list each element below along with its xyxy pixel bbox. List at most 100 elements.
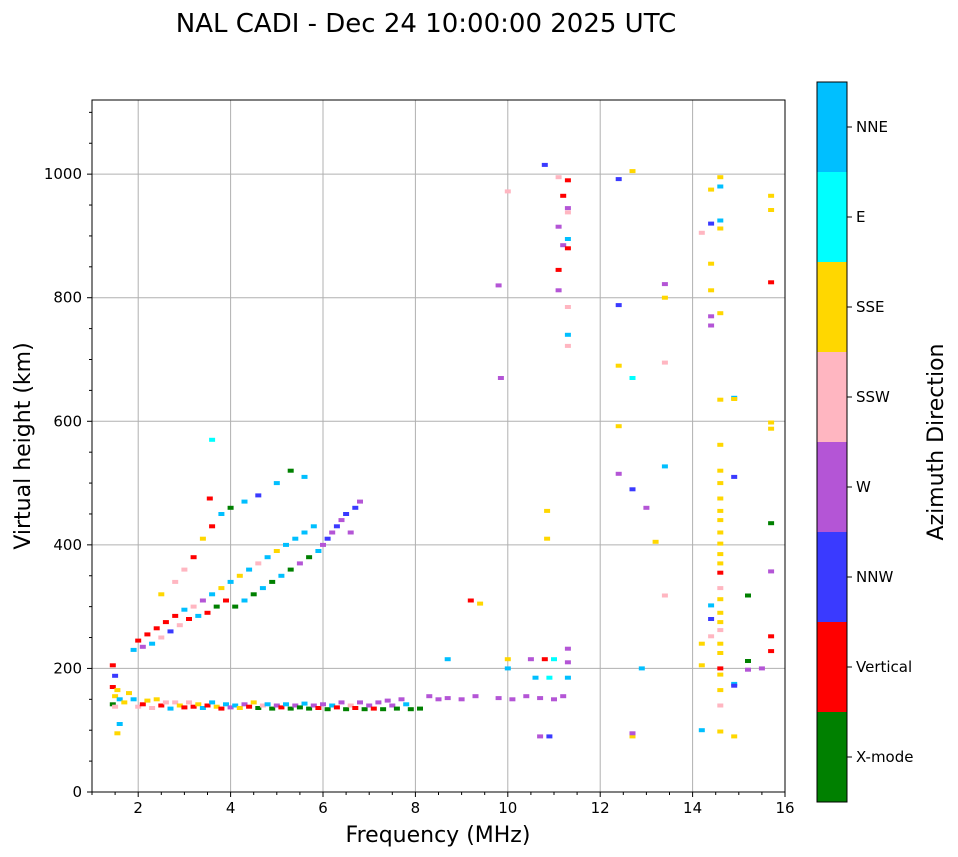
- colorbar-tick-label: W: [856, 478, 871, 496]
- data-point-nne: [116, 697, 123, 702]
- data-point-nne: [310, 524, 317, 529]
- data-point-w: [527, 657, 534, 662]
- data-point-sse: [708, 187, 715, 192]
- data-point-nnw: [343, 512, 350, 516]
- data-point-x-mode: [232, 604, 239, 609]
- data-point-nne: [403, 702, 410, 707]
- x-tick-label: 2: [133, 799, 143, 817]
- y-tick-label: 200: [53, 659, 82, 677]
- data-point-sse: [717, 620, 724, 625]
- data-point-ssw: [259, 703, 266, 708]
- data-point-vertical: [206, 496, 213, 501]
- data-point-sse: [504, 657, 511, 662]
- data-point-sse: [708, 261, 715, 266]
- data-point-nne: [301, 701, 308, 706]
- x-axis-label: Frequency (MHz): [346, 823, 531, 848]
- data-point-ssw: [717, 703, 724, 708]
- data-point-sse: [661, 295, 668, 300]
- data-point-e: [209, 437, 216, 442]
- data-point-ssw: [698, 230, 705, 235]
- data-point-x-mode: [380, 707, 387, 712]
- data-point-nne: [264, 555, 271, 560]
- data-point-vertical: [564, 178, 571, 183]
- data-point-vertical: [246, 704, 253, 709]
- data-point-sse: [717, 641, 724, 646]
- data-point-w: [555, 288, 562, 293]
- data-point-sse: [717, 729, 724, 734]
- data-point-sse: [629, 734, 636, 739]
- data-point-nne: [278, 573, 285, 578]
- data-point-w: [426, 694, 433, 699]
- data-point-nnw: [615, 303, 622, 308]
- x-axis-ticks: 2 4 6 8 10 12 14 16: [91, 792, 795, 817]
- data-point-nne: [264, 702, 271, 707]
- data-point-w: [537, 696, 544, 701]
- data-point-vertical: [717, 666, 724, 671]
- data-point-x-mode: [287, 706, 294, 711]
- data-point-vertical: [560, 193, 567, 198]
- data-point-nne: [223, 702, 229, 707]
- data-point-ssw: [564, 343, 571, 348]
- data-point-vertical: [209, 524, 216, 529]
- data-point-w: [227, 705, 234, 710]
- data-point-sse: [717, 397, 724, 402]
- data-point-vertical: [223, 598, 229, 603]
- data-point-w: [375, 700, 382, 705]
- data-point-vertical: [564, 246, 571, 251]
- data-point-nne: [532, 675, 539, 680]
- data-point-nnw: [629, 487, 636, 492]
- data-point-w: [310, 703, 317, 708]
- data-point-sse: [717, 496, 724, 501]
- data-point-vertical: [218, 706, 225, 711]
- data-point-x-mode: [109, 702, 116, 707]
- data-point-vertical: [135, 638, 142, 643]
- data-point-vertical: [541, 657, 548, 662]
- data-point-w: [708, 323, 715, 328]
- data-point-vertical: [768, 280, 775, 285]
- data-point-nne: [504, 666, 511, 671]
- data-point-nne: [301, 530, 308, 535]
- data-point-nne: [149, 641, 156, 646]
- data-point-x-mode: [393, 706, 400, 711]
- data-point-nnw: [708, 617, 715, 621]
- data-point-nne: [329, 703, 336, 708]
- data-point-x-mode: [227, 505, 234, 510]
- data-point-w: [329, 530, 336, 535]
- data-point-sse: [153, 697, 160, 702]
- x-tick-label: 12: [591, 799, 610, 817]
- colorbar: X-mode Vertical NNW W SSW SSE E NNE: [816, 81, 913, 803]
- data-point-nne: [259, 586, 266, 591]
- data-point-vertical: [204, 703, 211, 708]
- data-point-nne: [209, 700, 216, 705]
- data-point-sse: [112, 694, 119, 699]
- data-point-nnw: [731, 683, 738, 688]
- data-point-x-mode: [407, 707, 414, 712]
- data-point-x-mode: [361, 707, 368, 712]
- data-point-w: [564, 206, 571, 211]
- data-point-x-mode: [343, 707, 350, 712]
- data-point-vertical: [181, 705, 188, 710]
- data-point-nne: [564, 332, 571, 337]
- data-point-w: [458, 697, 465, 702]
- data-point-nne: [283, 542, 289, 547]
- data-point-w: [296, 561, 303, 566]
- data-point-vertical: [190, 555, 197, 560]
- data-point-sse: [218, 586, 225, 591]
- colorbar-segment-w: [817, 442, 847, 532]
- data-point-vertical: [717, 570, 724, 575]
- chart-title: NAL CADI - Dec 24 10:00:00 2025 UTC: [176, 9, 676, 39]
- data-point-sse: [126, 691, 132, 696]
- data-point-vertical: [158, 703, 165, 708]
- data-point-nnw: [333, 524, 340, 529]
- data-point-nne: [698, 728, 705, 733]
- data-point-vertical: [768, 634, 775, 639]
- data-point-nne: [301, 474, 308, 479]
- data-point-sse: [717, 508, 724, 513]
- data-point-ssw: [158, 635, 165, 640]
- data-point-vertical: [139, 702, 146, 707]
- data-point-sse: [544, 508, 551, 513]
- colorbar-segment-sse: [817, 262, 847, 352]
- x-tick-label: 10: [498, 799, 517, 817]
- data-point-w: [537, 734, 544, 739]
